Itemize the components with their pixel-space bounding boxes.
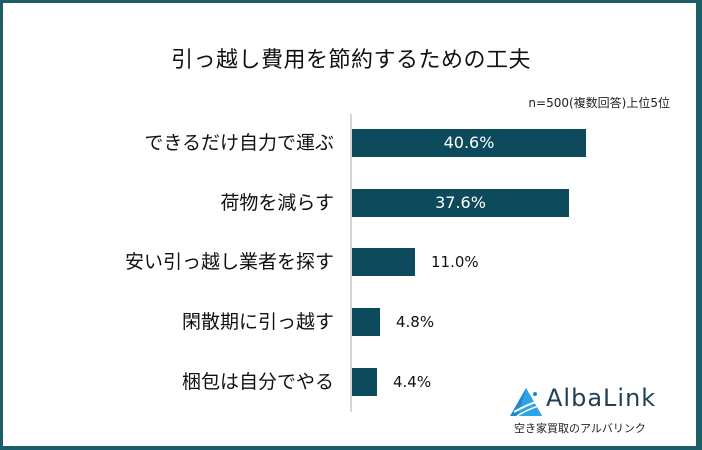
value-label: 4.4% — [393, 373, 432, 391]
category-label: できるだけ自力で運ぶ — [144, 132, 334, 154]
bar — [352, 308, 380, 336]
chart-frame — [3, 3, 696, 446]
category-label: 梱包は自分でやる — [181, 371, 334, 393]
value-label: 37.6% — [435, 193, 486, 212]
bar-row: できるだけ自力で運ぶ 40.6% — [0, 129, 702, 157]
bar — [352, 129, 586, 157]
sample-note: n=500(複数回答)上位5位 — [528, 96, 670, 110]
bar-row: 安い引っ越し業者を探す 11.0% — [0, 248, 702, 276]
value-label: 40.6% — [443, 133, 495, 152]
triangle-mountain-logo-icon — [510, 388, 543, 417]
bar — [352, 248, 415, 276]
albalink-logo: AlbaLink 空き家買取のアルバリンク — [506, 384, 676, 435]
logo-tagline: 空き家買取のアルバリンク — [514, 422, 646, 435]
bar-row: 荷物を減らす 37.6% — [0, 189, 702, 217]
category-label: 閑散期に引っ越す — [181, 311, 334, 333]
logo-wordmark: AlbaLink — [546, 384, 657, 412]
category-label: 安い引っ越し業者を探す — [124, 251, 334, 273]
bar-row: 梱包は自分でやる 4.4% — [0, 368, 702, 396]
value-label: 11.0% — [431, 253, 479, 271]
chart-title: 引っ越し費用を節約するための工夫 — [170, 48, 531, 73]
value-label: 4.8% — [396, 313, 435, 331]
y-axis-line — [350, 114, 352, 412]
bar-row: 閑散期に引っ越す 4.8% — [0, 308, 702, 336]
bar — [352, 368, 377, 396]
category-label: 荷物を減らす — [220, 192, 334, 214]
bar — [352, 189, 569, 217]
